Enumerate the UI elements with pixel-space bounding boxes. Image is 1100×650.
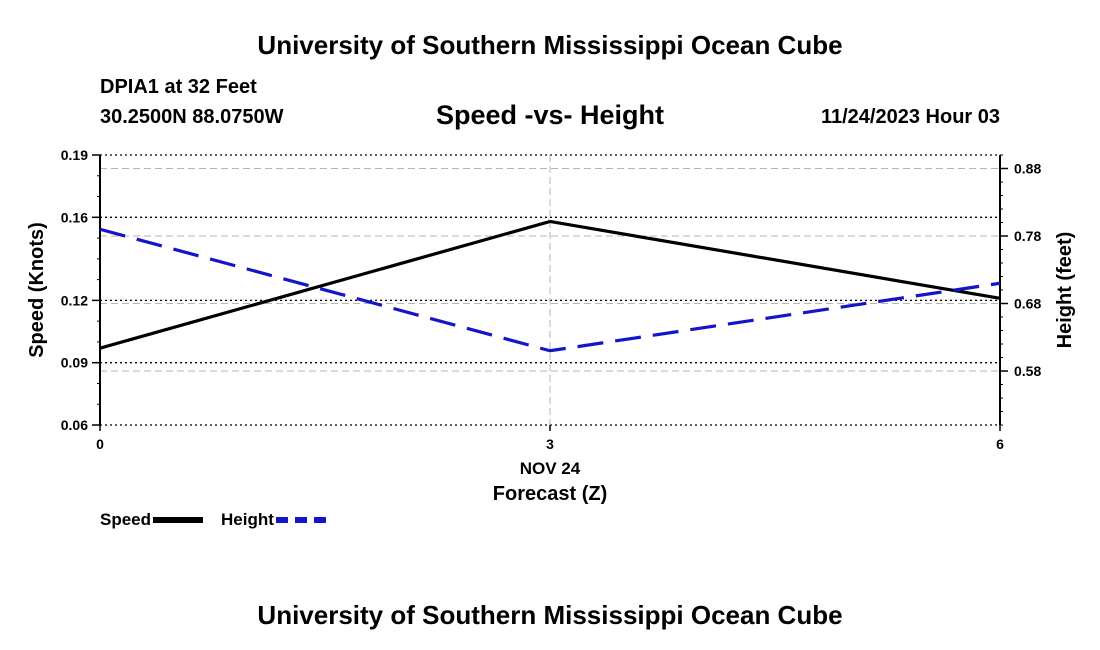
x-axis-title: Forecast (Z) [493, 483, 607, 505]
forecast-datetime: 11/24/2023 Hour 03 [820, 106, 1000, 128]
main-title: University of Southern Mississippi Ocean… [257, 30, 843, 60]
height-tick-label: 0.58 [1014, 363, 1041, 379]
x-tick-label: 0 [96, 436, 104, 452]
height-legend-label: Height [221, 510, 274, 529]
x-tick-label: 3 [546, 436, 554, 452]
station-name: DPIA1 at 32 Feet [100, 76, 257, 98]
speed-tick-label: 0.09 [61, 355, 88, 371]
height-legend-swatch [275, 517, 326, 523]
height-tick-label: 0.88 [1014, 161, 1041, 177]
speed-legend-swatch [153, 517, 204, 523]
chart-legend: Speed Height [100, 509, 344, 531]
footer-title: University of Southern Mississippi Ocean… [257, 600, 843, 630]
speed-legend-label: Speed [100, 510, 152, 529]
height-tick-label: 0.78 [1014, 228, 1041, 244]
height-series-line [99, 227, 1001, 353]
speed-tick-label: 0.19 [61, 147, 88, 163]
speed-series-line [99, 219, 1001, 350]
speed-tick-label: 0.12 [61, 292, 88, 308]
x-date-label: NOV 24 [520, 459, 581, 478]
chart-title: Speed -vs- Height [435, 100, 665, 130]
height-tick-label: 0.68 [1014, 296, 1041, 312]
speed-axis-title: Speed (Knots) [26, 222, 48, 358]
speed-tick-label: 0.06 [61, 417, 88, 433]
station-coordinates: 30.2500N 88.0750W [100, 106, 284, 128]
speed-tick-label: 0.16 [61, 209, 88, 225]
x-tick-label: 6 [996, 436, 1004, 452]
height-axis-title: Height (feet) [1054, 232, 1076, 349]
